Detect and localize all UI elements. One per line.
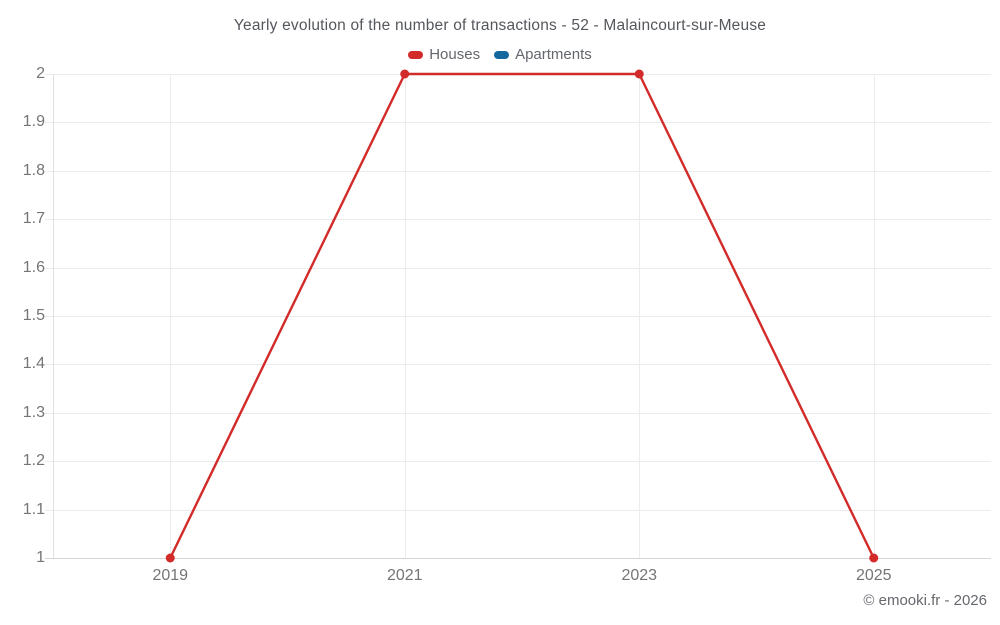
x-tick-label: 2021 (386, 567, 423, 584)
y-axis-line (53, 74, 54, 558)
legend-item-houses[interactable]: Houses (408, 46, 480, 63)
horizontal-gridline (45, 364, 991, 366)
series-layer (165, 69, 879, 563)
data-point-houses[interactable] (165, 553, 175, 563)
x-tick-label: 2025 (855, 567, 892, 584)
x-axis-line (45, 558, 991, 559)
y-tick-label: 1.4 (22, 355, 45, 373)
horizontal-gridline (45, 219, 991, 221)
horizontal-gridline (45, 509, 991, 511)
data-point-houses[interactable] (869, 553, 879, 563)
legend-item-apartments[interactable]: Apartments (494, 46, 592, 63)
apartments-legend-swatch-icon (494, 50, 510, 59)
legend-label-apartments: Apartments (515, 46, 592, 63)
x-tick-label: 2023 (621, 567, 658, 584)
y-tick-label: 1.1 (22, 500, 45, 518)
y-tick-label: 2 (36, 65, 45, 82)
y-tick-label: 1.3 (22, 403, 45, 421)
plot-area (45, 69, 991, 563)
vertical-gridline (170, 74, 172, 558)
y-tick-label: 1.8 (22, 161, 45, 179)
horizontal-gridline (45, 267, 991, 269)
vertical-gridline (873, 74, 875, 558)
houses-legend-swatch-icon (408, 50, 424, 59)
horizontal-gridline (45, 316, 991, 317)
data-point-houses[interactable] (400, 69, 410, 79)
x-tick-label: 2019 (152, 567, 189, 584)
horizontal-gridline (45, 412, 991, 414)
horizontal-gridline (45, 170, 991, 172)
y-tick-label: 1 (36, 549, 45, 566)
y-tick-label: 1.7 (22, 210, 45, 228)
y-tick-label: 1.5 (22, 307, 45, 324)
series-line-houses (169, 72, 875, 559)
legend: Houses Apartments (0, 46, 1000, 63)
data-point-houses[interactable] (634, 69, 644, 79)
horizontal-gridline (45, 122, 991, 124)
copyright: © emooki.fr - 2026 (863, 592, 987, 609)
legend-label-houses: Houses (429, 46, 481, 63)
vertical-gridline (404, 74, 406, 558)
y-tick-label: 1.9 (22, 113, 45, 131)
y-tick-label: 1.2 (22, 452, 45, 470)
vertical-gridline (639, 74, 641, 558)
horizontal-gridline (45, 461, 991, 463)
y-tick-label: 1.6 (22, 258, 45, 276)
chart-title: Yearly evolution of the number of transa… (233, 17, 767, 34)
